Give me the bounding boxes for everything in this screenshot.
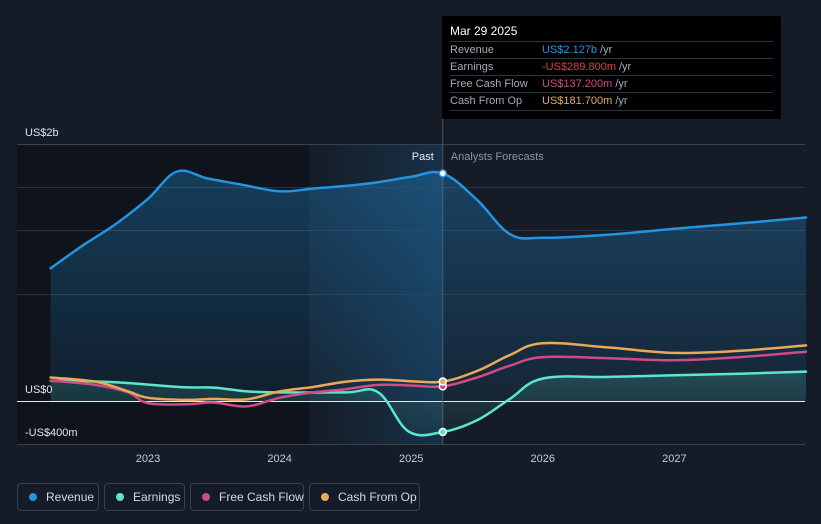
tooltip-label: Free Cash Flow bbox=[450, 78, 528, 90]
tooltip-label: Cash From Op bbox=[450, 95, 523, 107]
cash-from-op-marker bbox=[438, 377, 448, 386]
tooltip-row-free-cash-flow: Free Cash Flow US$137.200m/yr bbox=[450, 75, 773, 93]
x-tick-label: 2025 bbox=[399, 453, 423, 465]
free-cash-flow-line bbox=[49, 350, 808, 408]
y-axis-label-bottom: -US$400m bbox=[25, 427, 78, 439]
legend-label: Revenue bbox=[46, 490, 95, 504]
tooltip-value: -US$289.800m/yr bbox=[542, 61, 632, 73]
tooltip-label: Revenue bbox=[450, 44, 495, 56]
legend-label: Cash From Op bbox=[338, 490, 417, 504]
earnings-dot-icon bbox=[116, 493, 124, 501]
earnings-area bbox=[50, 371, 807, 436]
cash-from-op-dot-icon bbox=[321, 493, 329, 501]
tooltip-date: Mar 29 2025 bbox=[450, 24, 518, 38]
legend-item-free-cash-flow[interactable]: Free Cash Flow bbox=[190, 483, 304, 511]
earnings-marker bbox=[438, 427, 448, 437]
legend-item-earnings[interactable]: Earnings bbox=[104, 483, 185, 511]
tooltip-row-cash-from-op: Cash From Op US$181.700m/yr bbox=[450, 92, 773, 111]
revenue-dot-icon bbox=[29, 493, 37, 501]
past-label: Past bbox=[412, 151, 434, 163]
revenue-area bbox=[50, 170, 807, 401]
tooltip-value: US$137.200m/yr bbox=[542, 78, 628, 90]
legend-label: Earnings bbox=[133, 490, 181, 504]
forecast-label: Analysts Forecasts bbox=[451, 151, 544, 163]
y-axis-label-zero: US$0 bbox=[25, 384, 53, 396]
legend-item-revenue[interactable]: Revenue bbox=[17, 483, 99, 511]
x-tick-label: 2024 bbox=[267, 453, 291, 465]
revenue-marker bbox=[438, 169, 448, 178]
tooltip-row-revenue: Revenue US$2.127b/yr bbox=[450, 41, 773, 59]
cash-from-op-line bbox=[49, 341, 808, 402]
y-axis-label-top: US$2b bbox=[25, 127, 59, 139]
legend-label: Free Cash Flow bbox=[219, 490, 304, 504]
x-tick-label: 2027 bbox=[662, 453, 686, 465]
x-tick-label: 2023 bbox=[136, 453, 160, 465]
earnings-line bbox=[49, 370, 808, 437]
tooltip-value: US$2.127b/yr bbox=[542, 44, 613, 56]
tooltip-label: Earnings bbox=[450, 61, 494, 73]
x-tick-label: 2026 bbox=[531, 453, 555, 465]
tooltip-value: US$181.700m/yr bbox=[542, 95, 628, 107]
free-cash-flow-dot-icon bbox=[202, 493, 210, 501]
tooltip-row-earnings: Earnings -US$289.800m/yr bbox=[450, 58, 773, 76]
tooltip: Mar 29 2025 Revenue US$2.127b/yr Earning… bbox=[442, 16, 781, 119]
revenue-line bbox=[49, 169, 808, 270]
legend-item-cash-from-op[interactable]: Cash From Op bbox=[309, 483, 420, 511]
